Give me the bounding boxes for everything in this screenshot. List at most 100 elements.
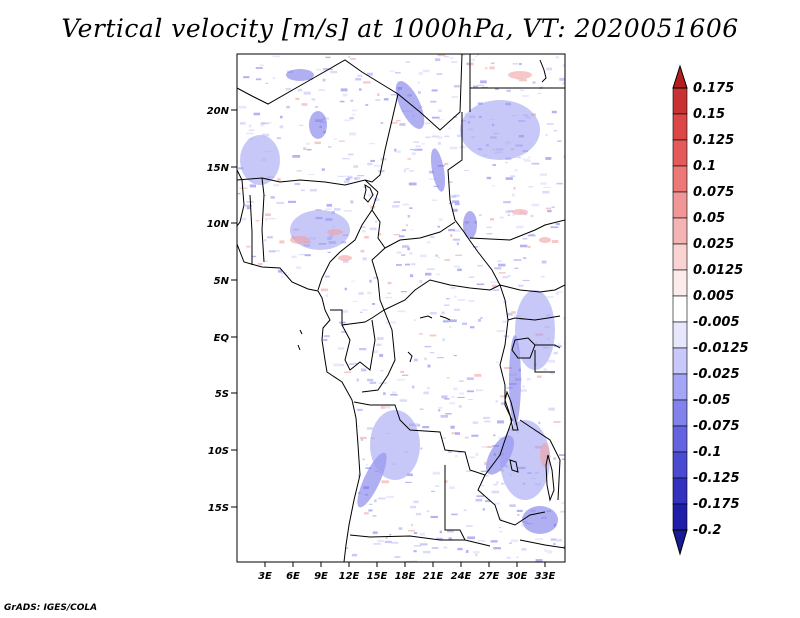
cb-label: -0.075 xyxy=(693,419,740,434)
cb-label: -0.175 xyxy=(693,497,740,512)
field-speckle xyxy=(350,200,354,204)
nile-delta xyxy=(539,59,547,83)
lake-victoria xyxy=(511,337,536,359)
border-angola-zambia xyxy=(444,465,466,541)
field-speckle xyxy=(481,484,485,487)
field-speckle xyxy=(305,142,310,145)
field-speckle xyxy=(527,234,536,237)
field-speckle xyxy=(501,482,505,485)
field-speckle xyxy=(285,88,292,91)
field-speckle xyxy=(419,408,424,410)
field-speckle xyxy=(402,374,409,376)
field-speckle xyxy=(354,362,358,365)
field-speckle xyxy=(251,255,257,258)
coastline xyxy=(237,169,361,562)
field-speckle xyxy=(557,140,562,142)
field-speckle xyxy=(306,148,312,151)
field-speckle xyxy=(419,532,425,536)
field-speckle xyxy=(279,115,283,119)
field-speckle xyxy=(361,230,367,233)
field-speckle xyxy=(415,512,422,516)
field-speckle xyxy=(511,311,516,314)
field-speckle xyxy=(551,240,559,243)
field-speckle xyxy=(450,234,453,237)
field-speckle xyxy=(446,298,450,300)
field-speckle xyxy=(562,64,565,67)
border-gabon-congo xyxy=(341,319,376,371)
field-speckle xyxy=(478,214,482,216)
congo-river-segment xyxy=(419,315,451,321)
field-speckle xyxy=(395,119,401,122)
field-speckle xyxy=(438,119,444,121)
field-speckle xyxy=(528,156,531,158)
field-speckle xyxy=(367,291,372,295)
field-speckle xyxy=(493,434,496,437)
field-speckle xyxy=(255,78,262,81)
field-speckle xyxy=(429,170,434,174)
field-speckle xyxy=(420,447,423,450)
field-speckle xyxy=(422,69,430,73)
field-speckle xyxy=(399,399,408,402)
border-niger-chad xyxy=(364,93,399,183)
island-outline xyxy=(297,329,303,351)
field-speckle xyxy=(248,129,255,131)
field-speckle xyxy=(475,553,478,557)
field-speckle xyxy=(497,260,502,262)
colorbar-segments xyxy=(672,87,688,531)
border-sudan-southsudan xyxy=(469,219,565,241)
field-speckle xyxy=(477,264,483,267)
field-speckle xyxy=(396,379,405,381)
field-speckle xyxy=(442,338,445,342)
field-speckle xyxy=(564,188,565,191)
field-speckle xyxy=(276,201,284,204)
field-speckle xyxy=(390,94,397,96)
field-speckle xyxy=(397,310,406,313)
field-speckle xyxy=(531,162,540,165)
field-speckle xyxy=(529,233,535,235)
field-speckle xyxy=(239,187,248,189)
field-speckle xyxy=(357,175,365,177)
latitude-axis: 20N 15N 10N 5N EQ 5S 10S 15S xyxy=(207,106,237,514)
field-speckle xyxy=(390,122,398,124)
field-speckle xyxy=(340,88,348,92)
field-speckle xyxy=(563,317,565,320)
field-speckle xyxy=(243,76,250,79)
field-speckle xyxy=(495,361,499,364)
field-speckle xyxy=(522,279,530,282)
field-speckle xyxy=(260,123,265,127)
field-speckle xyxy=(394,148,397,152)
field-speckle xyxy=(553,130,558,132)
field-speckle xyxy=(473,551,480,554)
field-speckle xyxy=(300,189,305,191)
field-speckle xyxy=(268,218,276,220)
field-speckle xyxy=(409,207,413,209)
field-speckle xyxy=(433,185,439,187)
field-speckle xyxy=(296,170,302,172)
field-speckle xyxy=(408,530,415,532)
field-speckle xyxy=(451,396,455,398)
lat-label-5n: 5N xyxy=(214,276,230,287)
field-speckle xyxy=(455,455,458,458)
field-speckle xyxy=(409,170,414,172)
field-speckle xyxy=(246,132,254,135)
field-speckle xyxy=(435,254,438,257)
field-speckle xyxy=(359,348,367,351)
lon-label-27e: 27E xyxy=(479,571,500,582)
border-angola-namibia xyxy=(349,534,491,547)
field-speckle xyxy=(457,451,463,454)
field-speckle xyxy=(411,152,416,156)
field-speckle xyxy=(364,512,369,515)
field-speckle xyxy=(438,409,441,412)
field-speckle xyxy=(238,105,247,109)
lon-label-6e: 6E xyxy=(286,571,300,582)
field-speckle xyxy=(551,206,555,208)
field-speckle xyxy=(314,141,321,145)
field-speckle xyxy=(550,372,555,375)
field-speckle xyxy=(435,58,441,62)
cb-label: 0.125 xyxy=(693,133,734,148)
field-speckle xyxy=(398,235,405,238)
field-speckle xyxy=(522,95,529,97)
field-speckle xyxy=(493,483,498,486)
field-speckle xyxy=(563,545,565,549)
field-speckle xyxy=(559,454,565,456)
